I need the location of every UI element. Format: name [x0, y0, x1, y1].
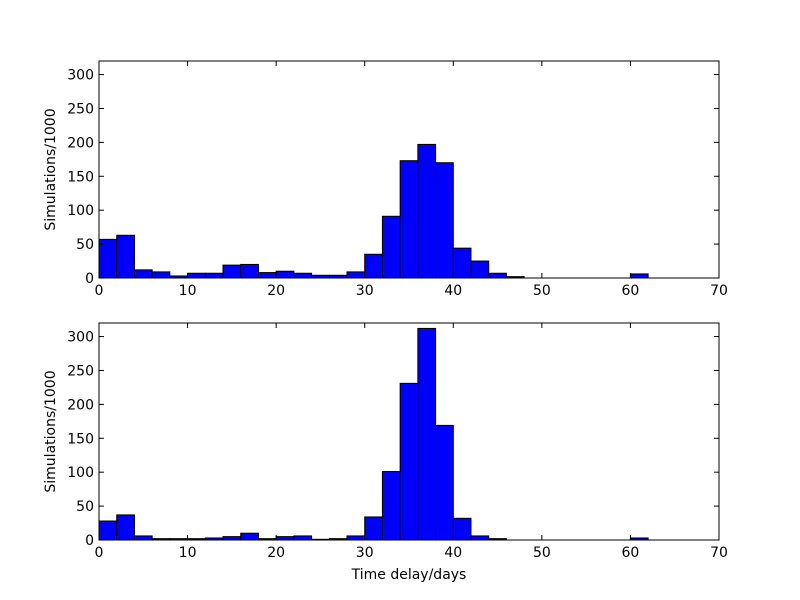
- y-tick-label: 250: [67, 101, 94, 117]
- y-axis-label: Simulations/1000: [43, 370, 59, 492]
- histogram-bar: [417, 143, 437, 279]
- histogram-bar: [204, 272, 224, 279]
- x-axis-label: Time delay/days: [351, 567, 467, 583]
- x-tick-label: 70: [710, 283, 728, 299]
- x-tick-label: 60: [622, 283, 640, 299]
- histogram-bar: [435, 424, 454, 541]
- histogram-bar: [488, 272, 507, 279]
- x-tick-label: 0: [95, 545, 104, 561]
- plot-frame: [98, 322, 720, 541]
- histogram-bar: [470, 535, 490, 541]
- y-tick-label: 150: [67, 169, 94, 185]
- histogram-bar: [116, 234, 135, 279]
- histogram-bar: [452, 247, 472, 279]
- y-tick-label: 200: [67, 397, 94, 413]
- histogram-bar: [293, 535, 313, 541]
- x-tick-label: 50: [533, 283, 551, 299]
- x-tick-label: 60: [622, 545, 640, 561]
- y-tick-label: 50: [76, 499, 94, 515]
- x-tick-label: 0: [95, 283, 104, 299]
- y-tick-label: 0: [85, 533, 94, 549]
- x-tick-label: 10: [179, 283, 197, 299]
- y-tick-label: 200: [67, 135, 94, 151]
- plot-frame: [98, 60, 720, 279]
- histogram-bar: [240, 532, 259, 541]
- histogram-bar: [364, 253, 383, 279]
- x-tick-label: 50: [533, 545, 551, 561]
- histogram-bar: [275, 536, 295, 541]
- x-tick-label: 30: [356, 545, 374, 561]
- y-tick-label: 100: [67, 465, 94, 481]
- histogram-bar: [417, 327, 437, 541]
- x-tick-label: 10: [179, 545, 197, 561]
- x-tick-label: 40: [444, 545, 462, 561]
- y-tick-label: 150: [67, 431, 94, 447]
- y-tick-label: 100: [67, 203, 94, 219]
- x-tick-label: 20: [267, 545, 285, 561]
- y-tick-label: 250: [67, 363, 94, 379]
- y-axis-label: Simulations/1000: [43, 108, 59, 230]
- histogram-bar: [346, 535, 366, 541]
- histogram-bar: [187, 272, 206, 279]
- x-tick-label: 70: [710, 545, 728, 561]
- y-tick-label: 300: [67, 330, 94, 346]
- histogram-bar: [346, 271, 366, 279]
- histogram-bar: [381, 215, 401, 279]
- histogram-bar: [222, 536, 242, 541]
- histogram-bar: [133, 535, 153, 541]
- histogram-bar: [222, 264, 242, 279]
- histogram-bar: [452, 517, 472, 541]
- histogram-bar: [151, 271, 171, 279]
- histogram-bar: [257, 272, 277, 279]
- histogram-bar: [275, 270, 295, 279]
- y-tick-label: 0: [85, 271, 94, 287]
- histogram-bar: [399, 382, 419, 541]
- y-tick-label: 50: [76, 237, 94, 253]
- x-tick-label: 20: [267, 283, 285, 299]
- histogram-bar: [116, 514, 135, 541]
- histogram-bar: [364, 516, 383, 541]
- y-tick-label: 300: [67, 68, 94, 84]
- histogram-bar: [629, 273, 649, 279]
- histogram-bar: [98, 520, 118, 541]
- histogram-bar: [381, 471, 401, 541]
- x-tick-label: 40: [444, 283, 462, 299]
- histogram-bar: [133, 269, 153, 279]
- histogram-bar: [293, 272, 313, 279]
- histogram-bar: [470, 260, 490, 279]
- histogram-bar: [435, 162, 454, 279]
- histogram-bar: [98, 238, 118, 279]
- histogram-bar: [240, 263, 259, 279]
- histogram-bar: [399, 160, 419, 279]
- x-tick-label: 30: [356, 283, 374, 299]
